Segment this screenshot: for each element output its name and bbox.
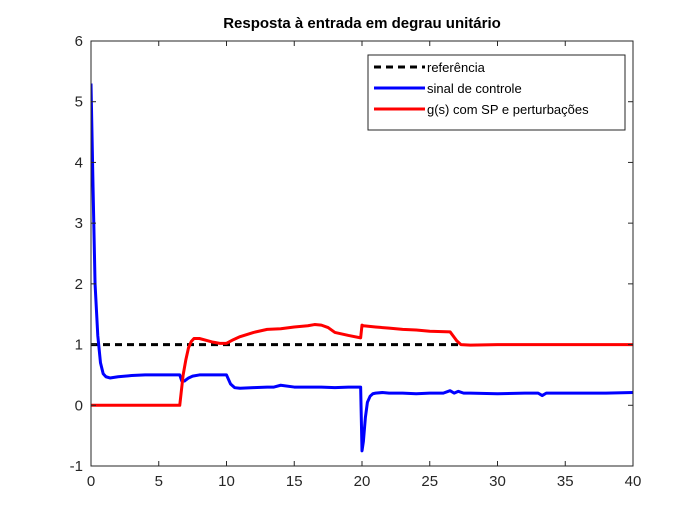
legend-label-0: referência (427, 60, 486, 75)
x-tick-label: 10 (218, 473, 235, 490)
x-tick-label: 35 (557, 473, 574, 490)
series-line-1 (91, 83, 633, 453)
y-tick-label: 1 (75, 337, 83, 354)
series-line-2 (91, 323, 633, 407)
y-tick-label: 3 (75, 215, 83, 232)
y-tick-label: 5 (75, 94, 83, 111)
plot-area (91, 83, 633, 453)
legend-label-2: g(s) com SP e perturbações (427, 102, 589, 117)
legend-label-1: sinal de controle (427, 81, 522, 96)
x-tick-label: 0 (87, 473, 95, 490)
y-tick-label: 2 (75, 276, 83, 293)
y-tick-label: 0 (75, 397, 83, 414)
x-tick-label: 30 (489, 473, 506, 490)
x-tick-label: 15 (286, 473, 303, 490)
y-tick-label: -1 (70, 458, 83, 475)
y-tick-label: 6 (75, 33, 83, 50)
y-tick-label: 4 (75, 154, 83, 171)
legend: referência sinal de controle g(s) com SP e… (367, 54, 626, 131)
x-tick-label: 20 (354, 473, 371, 490)
chart-title: Resposta à entrada em degrau unitário (223, 15, 501, 32)
x-tick-label: 40 (625, 473, 642, 490)
x-tick-label: 25 (421, 473, 438, 490)
x-tick-label: 5 (155, 473, 163, 490)
